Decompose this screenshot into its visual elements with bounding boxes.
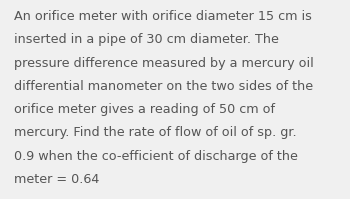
Text: An orifice meter with orifice diameter 15 cm is: An orifice meter with orifice diameter 1…: [14, 10, 312, 23]
Text: differential manometer on the two sides of the: differential manometer on the two sides …: [14, 80, 313, 93]
Text: pressure difference measured by a mercury oil: pressure difference measured by a mercur…: [14, 57, 314, 69]
Text: mercury. Find the rate of flow of oil of sp. gr.: mercury. Find the rate of flow of oil of…: [14, 126, 297, 139]
Text: inserted in a pipe of 30 cm diameter. The: inserted in a pipe of 30 cm diameter. Th…: [14, 33, 279, 46]
Text: orifice meter gives a reading of 50 cm of: orifice meter gives a reading of 50 cm o…: [14, 103, 275, 116]
Text: 0.9 when the co-efficient of discharge of the: 0.9 when the co-efficient of discharge o…: [14, 150, 298, 163]
Text: meter = 0.64: meter = 0.64: [14, 173, 99, 186]
